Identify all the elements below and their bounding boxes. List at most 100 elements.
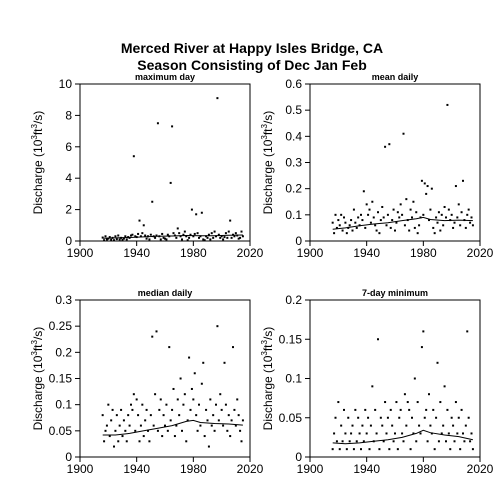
data-point — [134, 429, 137, 432]
trend-line — [332, 429, 474, 445]
data-point — [348, 224, 351, 227]
data-point — [392, 208, 395, 211]
data-point — [429, 208, 432, 211]
data-point — [195, 213, 198, 216]
data-point — [368, 448, 371, 451]
data-point — [419, 216, 422, 219]
data-point — [378, 448, 381, 451]
data-point — [192, 398, 195, 401]
data-point — [199, 424, 202, 427]
data-point — [159, 238, 162, 241]
data-point — [130, 403, 132, 406]
data-point — [151, 335, 154, 338]
data-point — [466, 213, 469, 216]
data-point — [331, 221, 334, 224]
data-point — [456, 432, 459, 435]
panel-title: mean daily — [372, 72, 419, 82]
data-point — [392, 440, 395, 443]
data-point — [405, 424, 408, 427]
data-point — [152, 424, 155, 427]
data-point — [470, 432, 473, 435]
data-point — [334, 416, 337, 419]
data-point — [416, 401, 419, 404]
data-point — [437, 440, 440, 443]
data-point — [395, 401, 398, 404]
data-point — [398, 416, 401, 419]
data-point — [384, 145, 387, 148]
trend-line — [102, 234, 243, 239]
data-point — [447, 432, 450, 435]
data-point — [454, 401, 457, 404]
data-point — [138, 219, 141, 222]
data-point — [107, 237, 110, 240]
data-point — [388, 143, 391, 146]
data-point — [207, 445, 210, 448]
data-point — [158, 408, 161, 411]
data-point — [411, 216, 413, 219]
data-point — [232, 346, 234, 349]
data-point — [166, 429, 169, 432]
data-point — [439, 401, 442, 404]
y-tick-label: 0.2 — [285, 293, 302, 307]
y-tick-label: 2 — [65, 203, 72, 217]
data-point — [241, 419, 244, 422]
data-point — [412, 432, 415, 435]
data-point — [442, 224, 445, 227]
data-point — [464, 424, 467, 427]
data-point — [227, 414, 230, 417]
data-point — [162, 236, 165, 239]
data-point — [198, 236, 200, 239]
data-point — [352, 208, 355, 211]
data-point — [415, 440, 418, 443]
y-axis-label-part: 3 — [260, 135, 269, 140]
data-point — [124, 235, 127, 238]
data-point — [220, 235, 223, 238]
data-point — [144, 419, 147, 422]
data-point — [237, 237, 240, 240]
panel-1: maximum day 1900 1940 1980 2020 0 2 4 6 8 10 Discha… — [30, 72, 264, 260]
data-point — [379, 416, 382, 419]
data-point — [433, 448, 436, 451]
data-point — [415, 211, 418, 214]
y-axis-label-part: /s) — [261, 111, 275, 124]
data-point — [125, 238, 128, 241]
data-point — [467, 416, 470, 419]
plot-frame — [309, 83, 481, 242]
data-point — [185, 440, 188, 443]
data-point — [181, 238, 183, 241]
data-point — [186, 419, 189, 422]
data-point — [350, 432, 353, 435]
data-point — [139, 235, 142, 238]
data-point — [396, 211, 399, 214]
data-point — [101, 414, 104, 417]
data-point — [395, 221, 398, 224]
x-tick-label: 2020 — [467, 246, 494, 260]
data-point — [209, 238, 212, 241]
data-point — [236, 398, 239, 401]
data-point — [117, 234, 120, 237]
data-point — [406, 401, 409, 404]
data-point — [159, 398, 162, 401]
data-point — [110, 419, 113, 422]
data-point — [179, 235, 182, 238]
data-point — [196, 232, 199, 235]
data-point — [367, 416, 370, 419]
data-point — [185, 235, 188, 238]
data-point — [460, 408, 463, 411]
y-tick-label: 0.1 — [285, 372, 302, 386]
data-point — [446, 408, 449, 411]
data-point — [108, 435, 111, 438]
y-tick-label: 0.2 — [55, 345, 72, 359]
data-point — [436, 221, 439, 224]
data-point — [145, 237, 148, 240]
y-tick-label: 0.15 — [49, 372, 73, 386]
y-tick-label: 0.05 — [49, 424, 73, 438]
data-point — [386, 416, 389, 419]
data-point — [145, 408, 148, 411]
data-point — [355, 440, 358, 443]
x-tick-label: 1980 — [410, 246, 437, 260]
data-point — [352, 448, 355, 451]
data-point — [372, 216, 375, 219]
trend-line — [102, 419, 243, 436]
data-point — [107, 403, 110, 406]
